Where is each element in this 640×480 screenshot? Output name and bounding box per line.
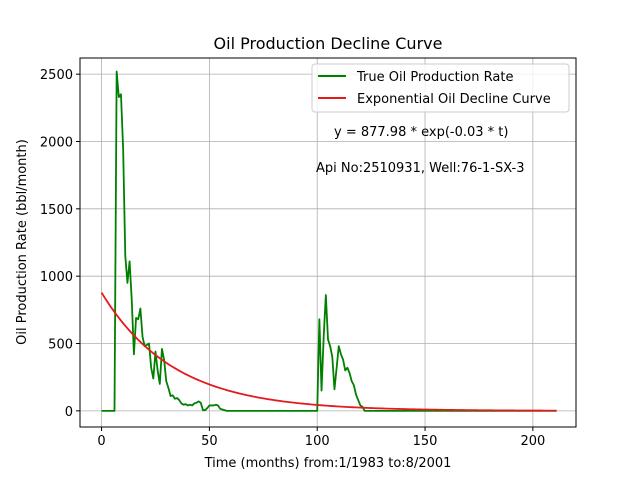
legend: True Oil Production Rate Exponential Oil… [311, 63, 570, 113]
y-tick-label: 1000 [40, 270, 73, 285]
x-axis-label: Time (months) from:1/1983 to:8/2001 [204, 456, 452, 471]
y-axis-ticks: 0 500 1000 1500 2000 2500 [40, 68, 80, 420]
exponential-decline-line [100, 292, 557, 412]
plot-series [100, 70, 557, 412]
legend-label-exp-decline: Exponential Oil Decline Curve [357, 92, 551, 107]
x-tick-label: 100 [305, 434, 330, 449]
x-tick-label: 150 [413, 434, 438, 449]
legend-box [311, 63, 570, 113]
x-axis-ticks: 0 50 100 150 200 [97, 427, 545, 449]
y-axis-label: Oil Production Rate (bbl/month) [15, 139, 30, 345]
true-oil-production-line [101, 70, 557, 412]
plot-frame [79, 57, 577, 428]
legend-label-true-rate: True Oil Production Rate [356, 70, 513, 85]
x-tick-label: 50 [201, 434, 218, 449]
chart-title: Oil Production Decline Curve [214, 34, 443, 53]
y-tick-label: 1500 [40, 203, 73, 218]
well-info-annotation: Api No:2510931, Well:76-1-SX-3 [316, 161, 524, 176]
y-tick-label: 2500 [40, 68, 73, 83]
x-tick-label: 200 [520, 434, 545, 449]
y-tick-label: 0 [65, 405, 73, 420]
fit-equation-annotation: y = 877.98 * exp(-0.03 * t) [334, 125, 508, 140]
y-tick-label: 500 [48, 338, 73, 353]
y-tick-label: 2000 [40, 135, 73, 150]
x-tick-label: 0 [97, 434, 105, 449]
